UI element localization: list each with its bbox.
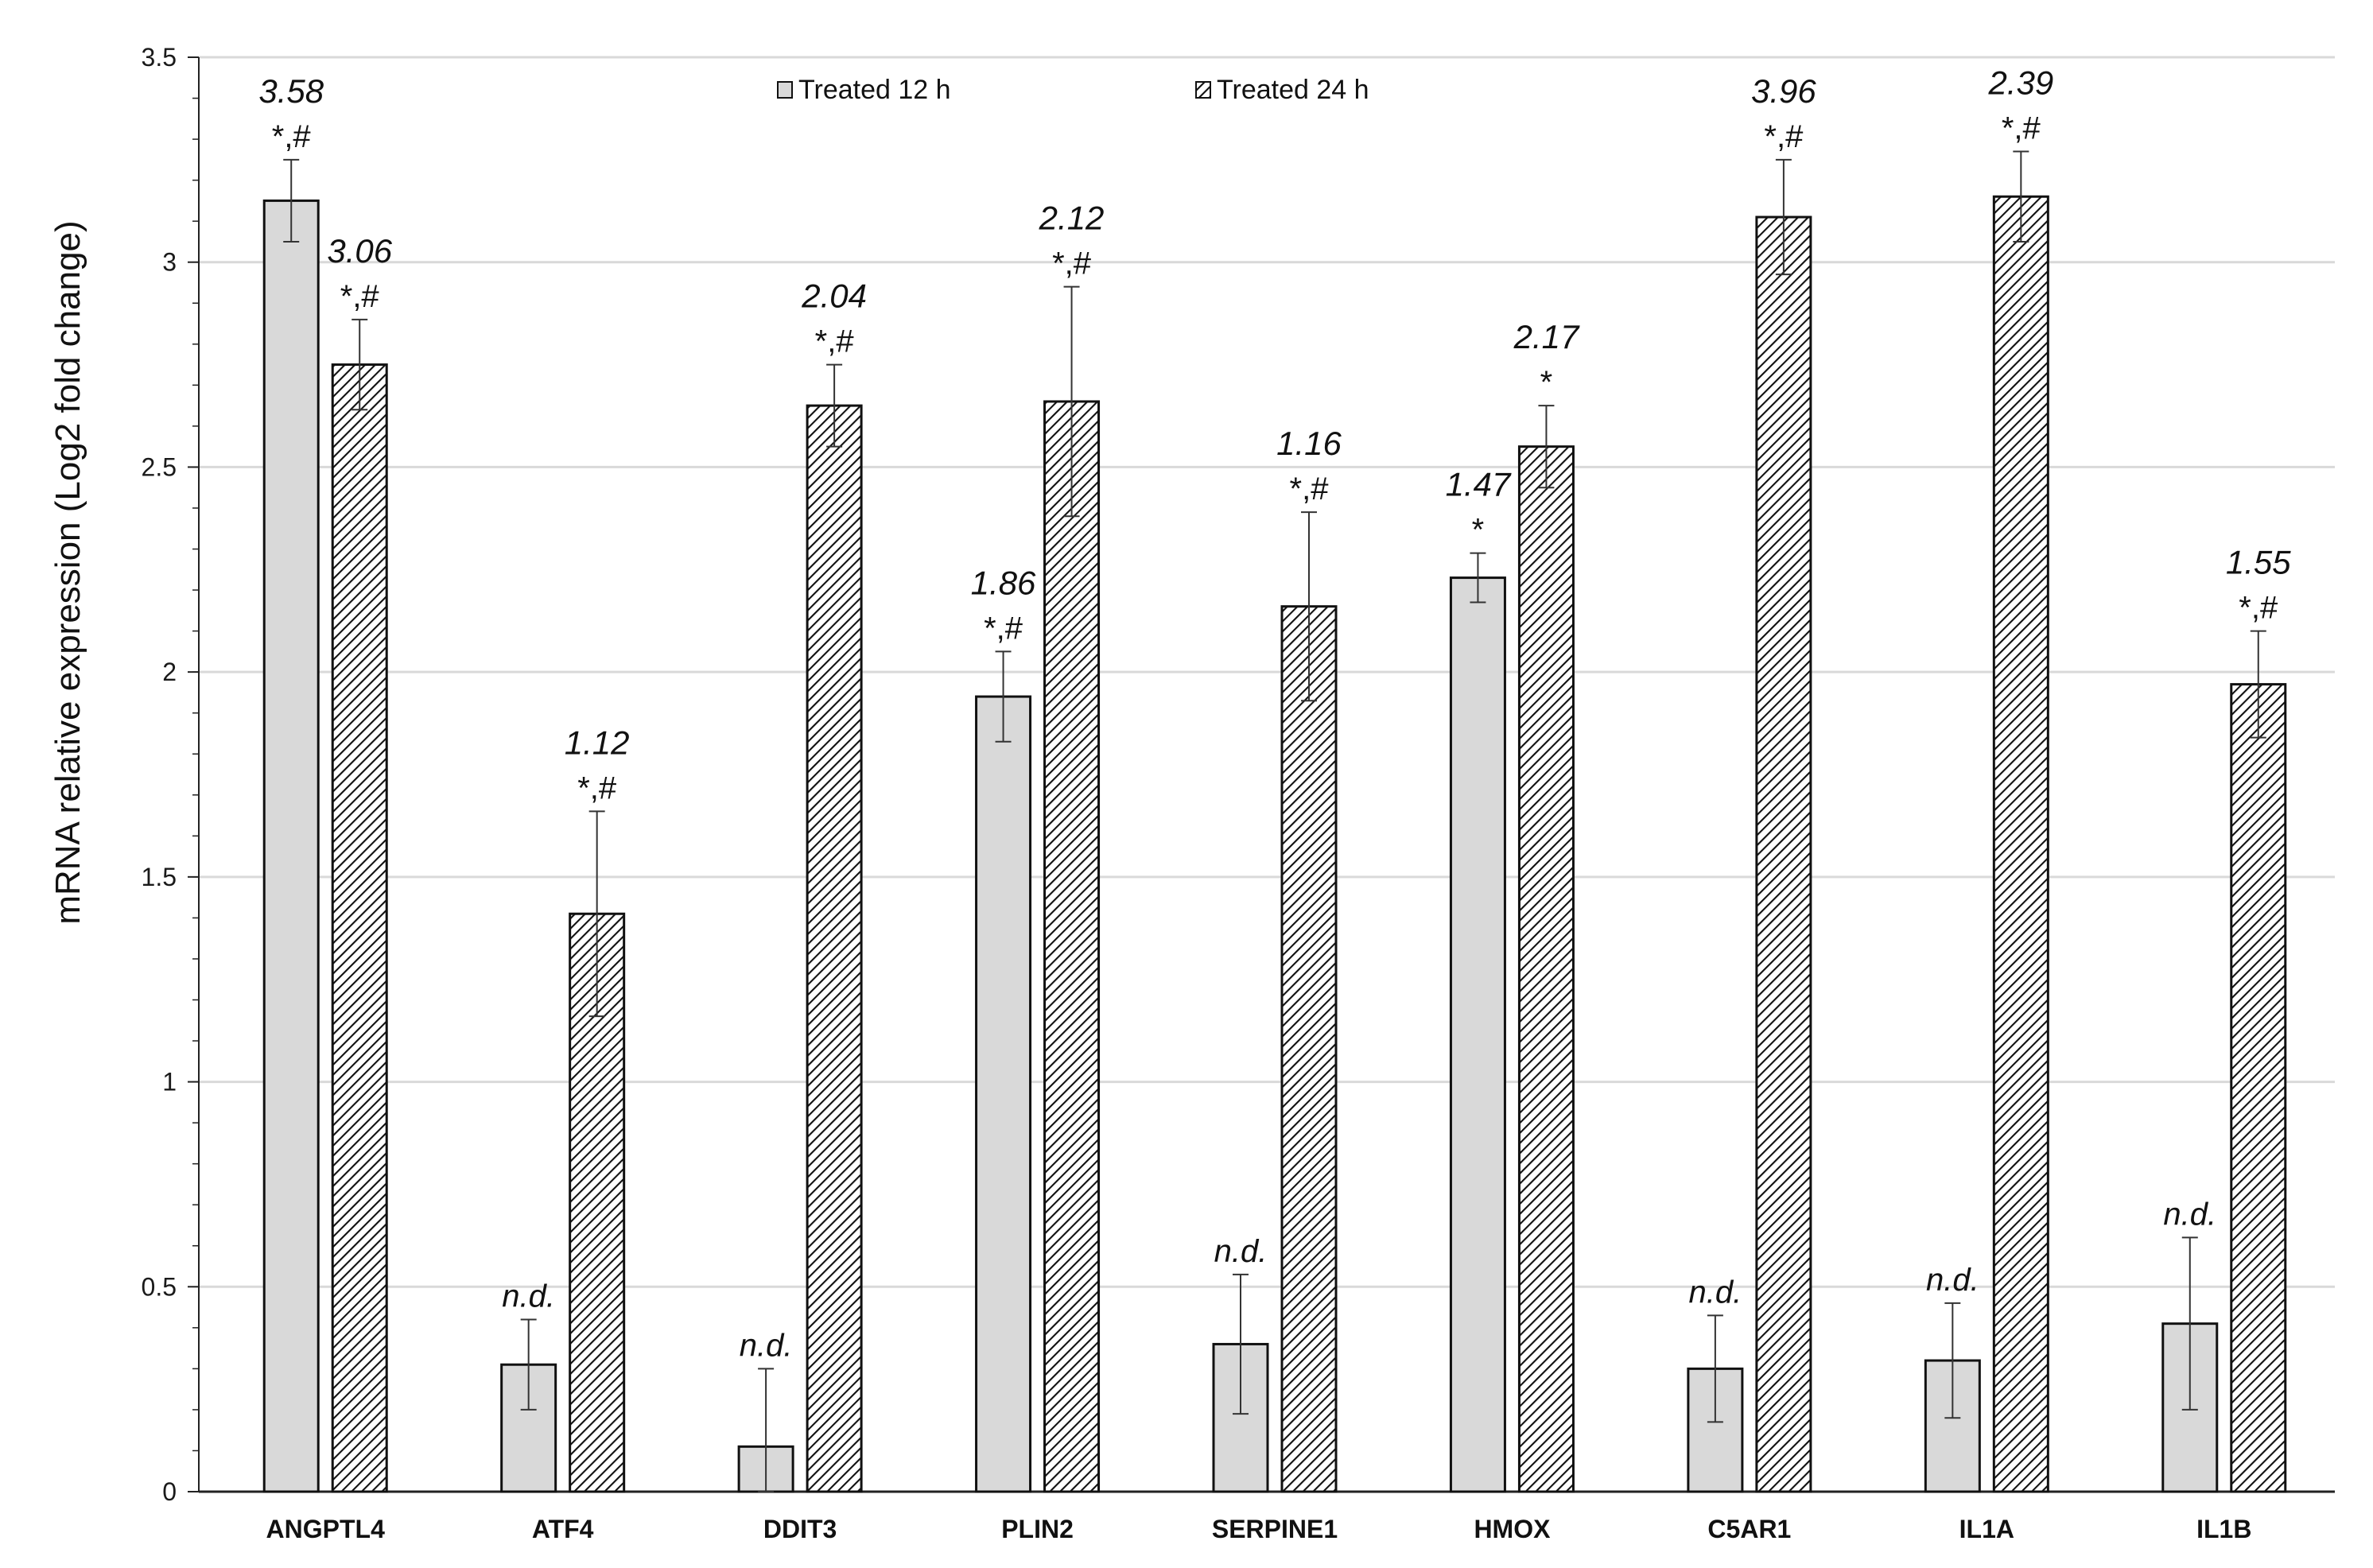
significance-label: *,# <box>2239 591 2278 626</box>
significance-label: * <box>1540 365 1553 400</box>
fold-change-label: 1.12 <box>565 724 630 761</box>
significance-label: *,# <box>1052 246 1092 281</box>
y-axis-title: mRNA relative expression (Log2 fold chan… <box>49 220 87 924</box>
fold-change-label: 1.55 <box>2226 544 2291 581</box>
legend-swatch-12h <box>777 81 793 99</box>
legend-swatch-24h <box>1195 81 1211 99</box>
bar-treated-24h <box>1280 605 1338 1493</box>
fold-change-label: 1.86 <box>971 564 1036 601</box>
significance-label: *,# <box>1290 472 1330 506</box>
bar-treated-24h <box>806 404 863 1493</box>
legend-label-12h: Treated 12 h <box>798 75 951 105</box>
x-tick-label: HMOX <box>1474 1515 1551 1543</box>
fold-change-label: 3.96 <box>1751 72 1816 110</box>
legend-label-24h: Treated 24 h <box>1217 75 1369 105</box>
y-tick-label: 1.5 <box>142 863 177 891</box>
x-tick-label: ATF4 <box>532 1515 594 1543</box>
x-tick-label: DDIT3 <box>763 1515 837 1543</box>
fold-change-label: 3.58 <box>258 72 324 110</box>
fold-change-label: 2.04 <box>801 278 867 315</box>
fold-change-label: 2.17 <box>1513 318 1580 355</box>
bar-treated-12h <box>975 695 1032 1493</box>
fold-change-label: 2.39 <box>1987 64 2053 102</box>
fold-change-label: 1.16 <box>1276 425 1342 462</box>
bar-treated-12h <box>262 199 320 1493</box>
x-tick-label: SERPINE1 <box>1212 1515 1338 1543</box>
not-determined-label: n.d. <box>740 1328 793 1363</box>
significance-label: *,# <box>272 119 312 154</box>
x-tick-label: C5AR1 <box>1707 1515 1791 1543</box>
significance-label: *,# <box>340 279 380 314</box>
y-tick-label: 2.5 <box>142 452 177 481</box>
significance-label: *,# <box>815 324 855 359</box>
x-axis-labels: ANGPTL4 ATF4 DDIT3 PLIN2 SERPINE1 HMOX C5AR1 IL… <box>266 1515 2252 1543</box>
bar-treated-12h <box>1449 576 1506 1493</box>
bar-treated-24h <box>1517 445 1575 1493</box>
not-determined-label: n.d. <box>1689 1275 1742 1310</box>
significance-label: *,# <box>984 611 1023 646</box>
grid-lines <box>199 56 2335 1288</box>
y-tick-label: 0.5 <box>142 1272 177 1301</box>
x-tick-label: IL1B <box>2196 1515 2251 1543</box>
x-tick-label: PLIN2 <box>1001 1515 1074 1543</box>
significance-label: *,# <box>577 770 617 805</box>
bar-treated-24h <box>1755 215 1812 1493</box>
not-determined-label: n.d. <box>1926 1263 1979 1298</box>
y-tick-label: 3 <box>162 248 177 277</box>
bars <box>262 150 2287 1493</box>
x-tick-label: IL1A <box>1959 1515 2014 1543</box>
legend: Treated 12 h Treated 24 h <box>777 75 1369 105</box>
not-determined-label: n.d. <box>1214 1234 1268 1269</box>
not-determined-label: n.d. <box>502 1279 555 1314</box>
bar-annotations: *,# 3.58 *,# 3.06 n.d. *,# 1.12 n.d. *,# 2.04 *,# 1… <box>258 64 2291 1364</box>
fold-change-label: 2.12 <box>1039 200 1105 237</box>
y-tick-label: 1 <box>162 1068 177 1096</box>
bar-treated-24h <box>331 363 388 1493</box>
x-tick-label: ANGPTL4 <box>266 1515 386 1543</box>
not-determined-label: n.d. <box>2163 1197 2216 1232</box>
y-tick-label: 2 <box>162 658 177 686</box>
significance-label: *,# <box>2002 111 2041 146</box>
y-tick-label: 3.5 <box>142 43 177 72</box>
y-tick-label: 0 <box>162 1477 177 1506</box>
fold-change-label: 1.47 <box>1446 466 1512 503</box>
bar-treated-24h <box>1043 400 1101 1493</box>
significance-label: * <box>1472 513 1485 548</box>
fold-change-label: 3.06 <box>327 232 392 270</box>
bar-treated-24h <box>2230 683 2287 1493</box>
significance-label: *,# <box>1764 119 1804 154</box>
bar-treated-24h <box>1992 195 2049 1493</box>
bar-treated-12h <box>1687 1367 1744 1493</box>
